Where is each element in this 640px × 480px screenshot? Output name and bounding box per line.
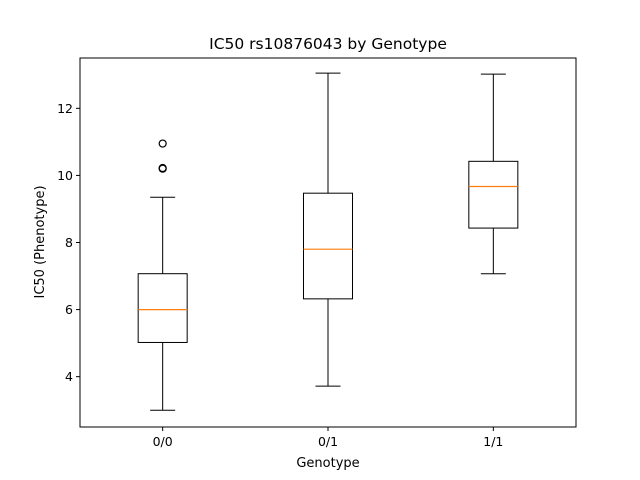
iqr-box (303, 192, 353, 300)
box-group-2 (303, 72, 353, 387)
y-axis-label: IC50 (Phenotype) (33, 185, 48, 298)
plot-marks (137, 72, 519, 411)
x-axis-label: Genotype (296, 456, 359, 471)
box-group-3 (468, 73, 519, 275)
iqr-box (137, 273, 188, 343)
chart-title: IC50 rs10876043 by Genotype (209, 35, 447, 53)
y-tick-label: 12 (57, 101, 73, 116)
y-tick-label: 4 (65, 369, 73, 384)
y-tick-label: 10 (57, 168, 73, 183)
x-axis-ticks: 0/0 0/1 1/1 (153, 427, 503, 449)
y-tick-label: 6 (65, 302, 73, 317)
outlier-point (158, 139, 167, 148)
x-tick-label: 0/1 (318, 434, 338, 449)
y-tick-label: 8 (65, 235, 73, 250)
x-tick-label: 0/0 (153, 434, 173, 449)
y-axis-ticks: 4 6 8 10 12 (57, 101, 80, 384)
x-tick-label: 1/1 (483, 434, 503, 449)
box-group-1 (137, 139, 188, 411)
outlier-point (158, 163, 167, 173)
iqr-box (468, 160, 519, 229)
